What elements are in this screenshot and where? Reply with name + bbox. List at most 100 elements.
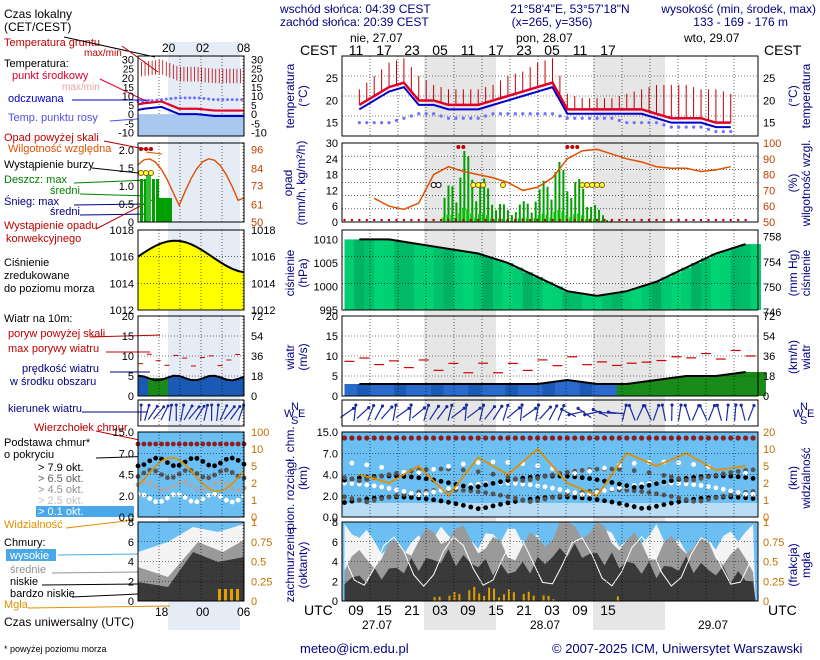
rain-mean-bar [446,214,450,222]
conv-precip-marker [558,218,562,222]
mini-wind-arrow-head [166,404,170,408]
dewpoint-point [380,121,384,125]
fog-bar [542,595,545,601]
mini-wind-arrow-head [238,405,242,409]
dewpoint-point [721,129,725,134]
dewpoint-point [394,118,399,123]
wind-dir-panel [340,399,759,427]
cloud-base-dot [498,492,503,498]
mini-cloud-base-dot [206,492,212,498]
cloud-base-dot [356,497,362,503]
cloud-base-dot [557,493,563,499]
mini-precip-tick: 0 [128,217,134,229]
wind-arrow-head [462,406,466,410]
pressure-area-segment [384,239,395,310]
mini-wind-arrow [229,406,241,420]
axis-press-unit: (hPa) [296,258,310,287]
wind-arrow-head [445,405,449,409]
mini-cloud-base-dot [170,492,176,498]
mini-temp-tick: -10 [118,127,134,139]
cloud-top-dot [416,435,422,441]
pressure-area-segment [443,248,454,310]
legend-soil-temp-2: max/min [84,48,122,59]
wind-arrow [747,405,755,421]
wind-arrow-head [422,406,427,410]
axis-hum-label: wilgotność wzgl. [799,140,813,228]
legend-utc: Czas uniwersalny (UTC) [4,615,134,629]
wind-arrow-head [752,403,756,408]
dewpoint-point [491,112,495,116]
mini-wind-arrow-head [182,403,186,407]
cloud-base-dot [646,470,652,476]
conv-precip-marker [521,218,524,222]
mini-hum-tick: 84 [251,163,263,175]
cloud-base-dot [394,470,399,476]
rain-mean-bar [501,218,505,222]
mini-cloud-top-dot [147,441,153,447]
rain-max-bar [586,206,589,222]
dewpoint-point [543,112,547,116]
wind-arrow [380,406,393,420]
mini-cloud-base-dot [223,497,229,503]
wind-arrow [423,405,430,421]
rain-mean-bar [601,220,604,222]
cloud-base-dot [535,483,541,489]
cloud-base-dot [394,487,399,493]
rain-max-bar [459,177,462,222]
mini-cloud-top-dot [170,441,176,447]
wind-speed-line [359,371,746,385]
conv-precip-marker [551,218,554,222]
wind-arrow-head [436,404,441,408]
day-top-3: wto, 29.07 [683,31,740,45]
wind-arrow-head [679,403,683,407]
cloud-top-dot [408,435,414,441]
wind-kmh-tick: 36 [763,351,775,363]
top-hour-label: 05 [432,42,448,58]
rain-mean-bar [533,217,537,222]
rose-w-left: W [284,408,295,420]
bottom-hour-label: 09 [348,602,364,618]
legend-precip-above: Opad powyżej skali [4,132,99,144]
cloud-base-dot [631,484,637,490]
mini-wind-arrow-head [202,404,206,408]
pressure-area-segment [552,286,563,310]
mini-cloud-base-dot [153,484,159,489]
mini-wind-tick: 5 [128,371,134,383]
wind-arrow-head [367,406,371,410]
fog-bar [502,594,505,601]
mini-cloud-base-dot [176,491,182,497]
mini-wind-line [137,374,245,382]
dewpoint-point [699,125,703,129]
axis-vis-unit: (km) [786,466,800,490]
cloud-base-dot [728,470,734,475]
mini-hum-tick: 61 [251,200,263,212]
pressure-area-segment [423,245,435,310]
cloud-base-dot [691,498,697,504]
cloud-height-tick: 7.0 [323,448,338,460]
cloud-base-dot [668,500,674,506]
pressure-area-segment [413,244,425,310]
cloud-base-dot [735,490,741,495]
axis-precip-unit: (mm/h, kg/m²/h) [294,141,308,226]
cover-tick: 4 [332,557,338,569]
pressure-area-segment [750,244,761,310]
pressure-area-segment [354,239,365,310]
cloud-base-dot [668,474,674,480]
cloud-top-dot [698,435,704,441]
legend-wind-speed-1: prędkość wiatru [22,363,99,375]
cloud-base-dot [602,498,607,504]
legend-middle: średnie [10,564,46,576]
legend-rain-mean: średni [50,185,80,197]
footer-email[interactable]: meteo@icm.edu.pl [300,641,409,656]
fog-bar [522,593,525,601]
wind-arrow-head [372,403,376,408]
mini-cloud-frame [137,431,245,518]
legend-felt: odczuwana [8,93,65,105]
mini-cloud-base-dot [176,462,182,468]
cloud-top-dot [490,435,496,441]
fog-bar [498,597,500,601]
mini-cloud-base-dot [182,468,188,474]
wind-arrow [740,405,746,421]
mini-wind-arrow-head [147,403,151,407]
